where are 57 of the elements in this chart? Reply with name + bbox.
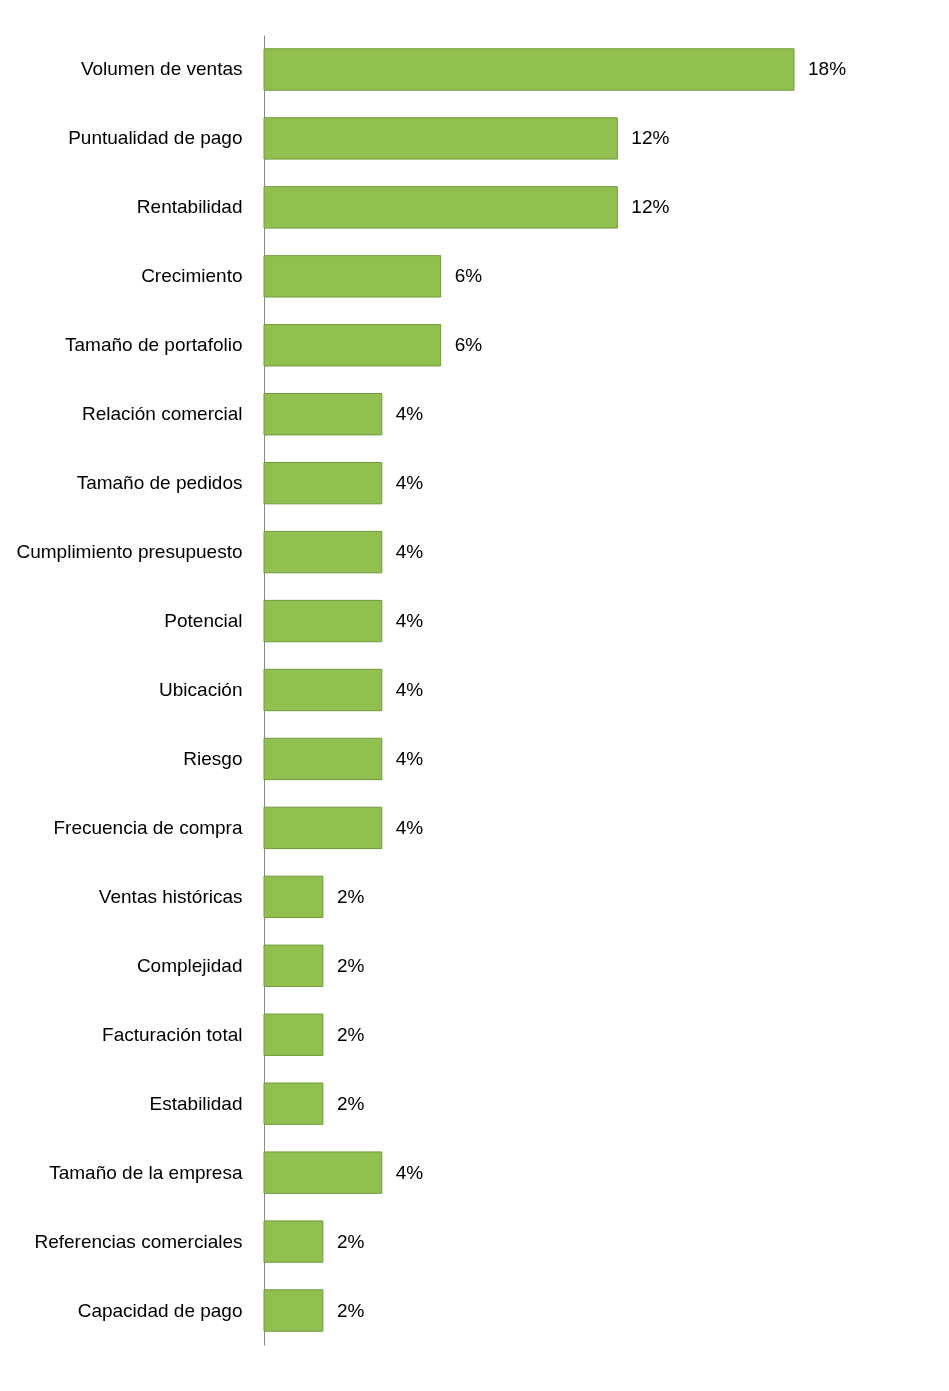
bar xyxy=(263,668,383,712)
bar xyxy=(263,875,324,919)
y-tick-label: Puntualidad de pago xyxy=(68,127,243,149)
data-label: 4% xyxy=(395,816,424,838)
data-label: 4% xyxy=(395,747,424,769)
data-label: 4% xyxy=(395,610,424,632)
bar xyxy=(263,599,383,643)
data-label: 18% xyxy=(808,58,847,80)
bar xyxy=(263,324,442,367)
data-label: 12% xyxy=(631,127,670,149)
y-tick-label: Tamaño de pedidos xyxy=(76,472,243,494)
y-tick-label: Tamaño de la empresa xyxy=(49,1161,243,1183)
y-tick-label: Rentabilidad xyxy=(136,196,243,218)
y-tick-label: Cumplimiento presupuesto xyxy=(16,541,243,563)
bar xyxy=(263,737,383,781)
y-tick-label: Capacidad de pago xyxy=(77,1299,243,1321)
bar xyxy=(263,806,383,850)
data-label: 4% xyxy=(395,541,424,563)
bar xyxy=(263,1220,324,1263)
data-label: 2% xyxy=(336,885,365,907)
y-tick-label: Complejidad xyxy=(136,954,243,976)
y-tick-label: Riesgo xyxy=(183,747,243,769)
y-tick-label: Potencial xyxy=(164,610,243,632)
data-label: 6% xyxy=(454,334,483,356)
data-label: 6% xyxy=(454,265,483,287)
data-label: 4% xyxy=(395,472,424,494)
data-label: 2% xyxy=(336,1230,365,1252)
y-tick-label: Volumen de ventas xyxy=(80,58,243,80)
y-tick-label: Referencias comerciales xyxy=(34,1230,243,1252)
data-label: 2% xyxy=(336,1299,365,1321)
bar xyxy=(263,1082,324,1125)
bar xyxy=(263,944,324,987)
y-tick-label: Frecuencia de compra xyxy=(53,816,243,838)
y-tick-label: Crecimiento xyxy=(141,265,243,287)
bar xyxy=(263,117,618,160)
bar xyxy=(263,461,383,505)
y-tick-label: Tamaño de portafolio xyxy=(65,334,243,356)
y-tick-label: Relación comercial xyxy=(81,403,243,425)
bar xyxy=(263,1289,324,1332)
bar xyxy=(263,48,795,91)
data-label: 2% xyxy=(336,954,365,976)
y-tick-label: Facturación total xyxy=(102,1023,243,1045)
data-label: 4% xyxy=(395,403,424,425)
bar xyxy=(263,530,383,574)
bar xyxy=(263,186,618,229)
y-tick-label: Estabilidad xyxy=(149,1092,243,1114)
data-label: 2% xyxy=(336,1023,365,1045)
bar xyxy=(263,255,442,298)
data-label: 4% xyxy=(395,1161,424,1183)
data-label: 12% xyxy=(631,196,670,218)
y-tick-label: Ubicación xyxy=(159,679,243,700)
data-label: 4% xyxy=(395,679,424,700)
bar xyxy=(263,393,383,436)
y-tick-label: Ventas históricas xyxy=(98,885,243,907)
bar xyxy=(263,1151,383,1194)
data-label: 2% xyxy=(336,1092,365,1114)
bar xyxy=(263,1013,324,1056)
